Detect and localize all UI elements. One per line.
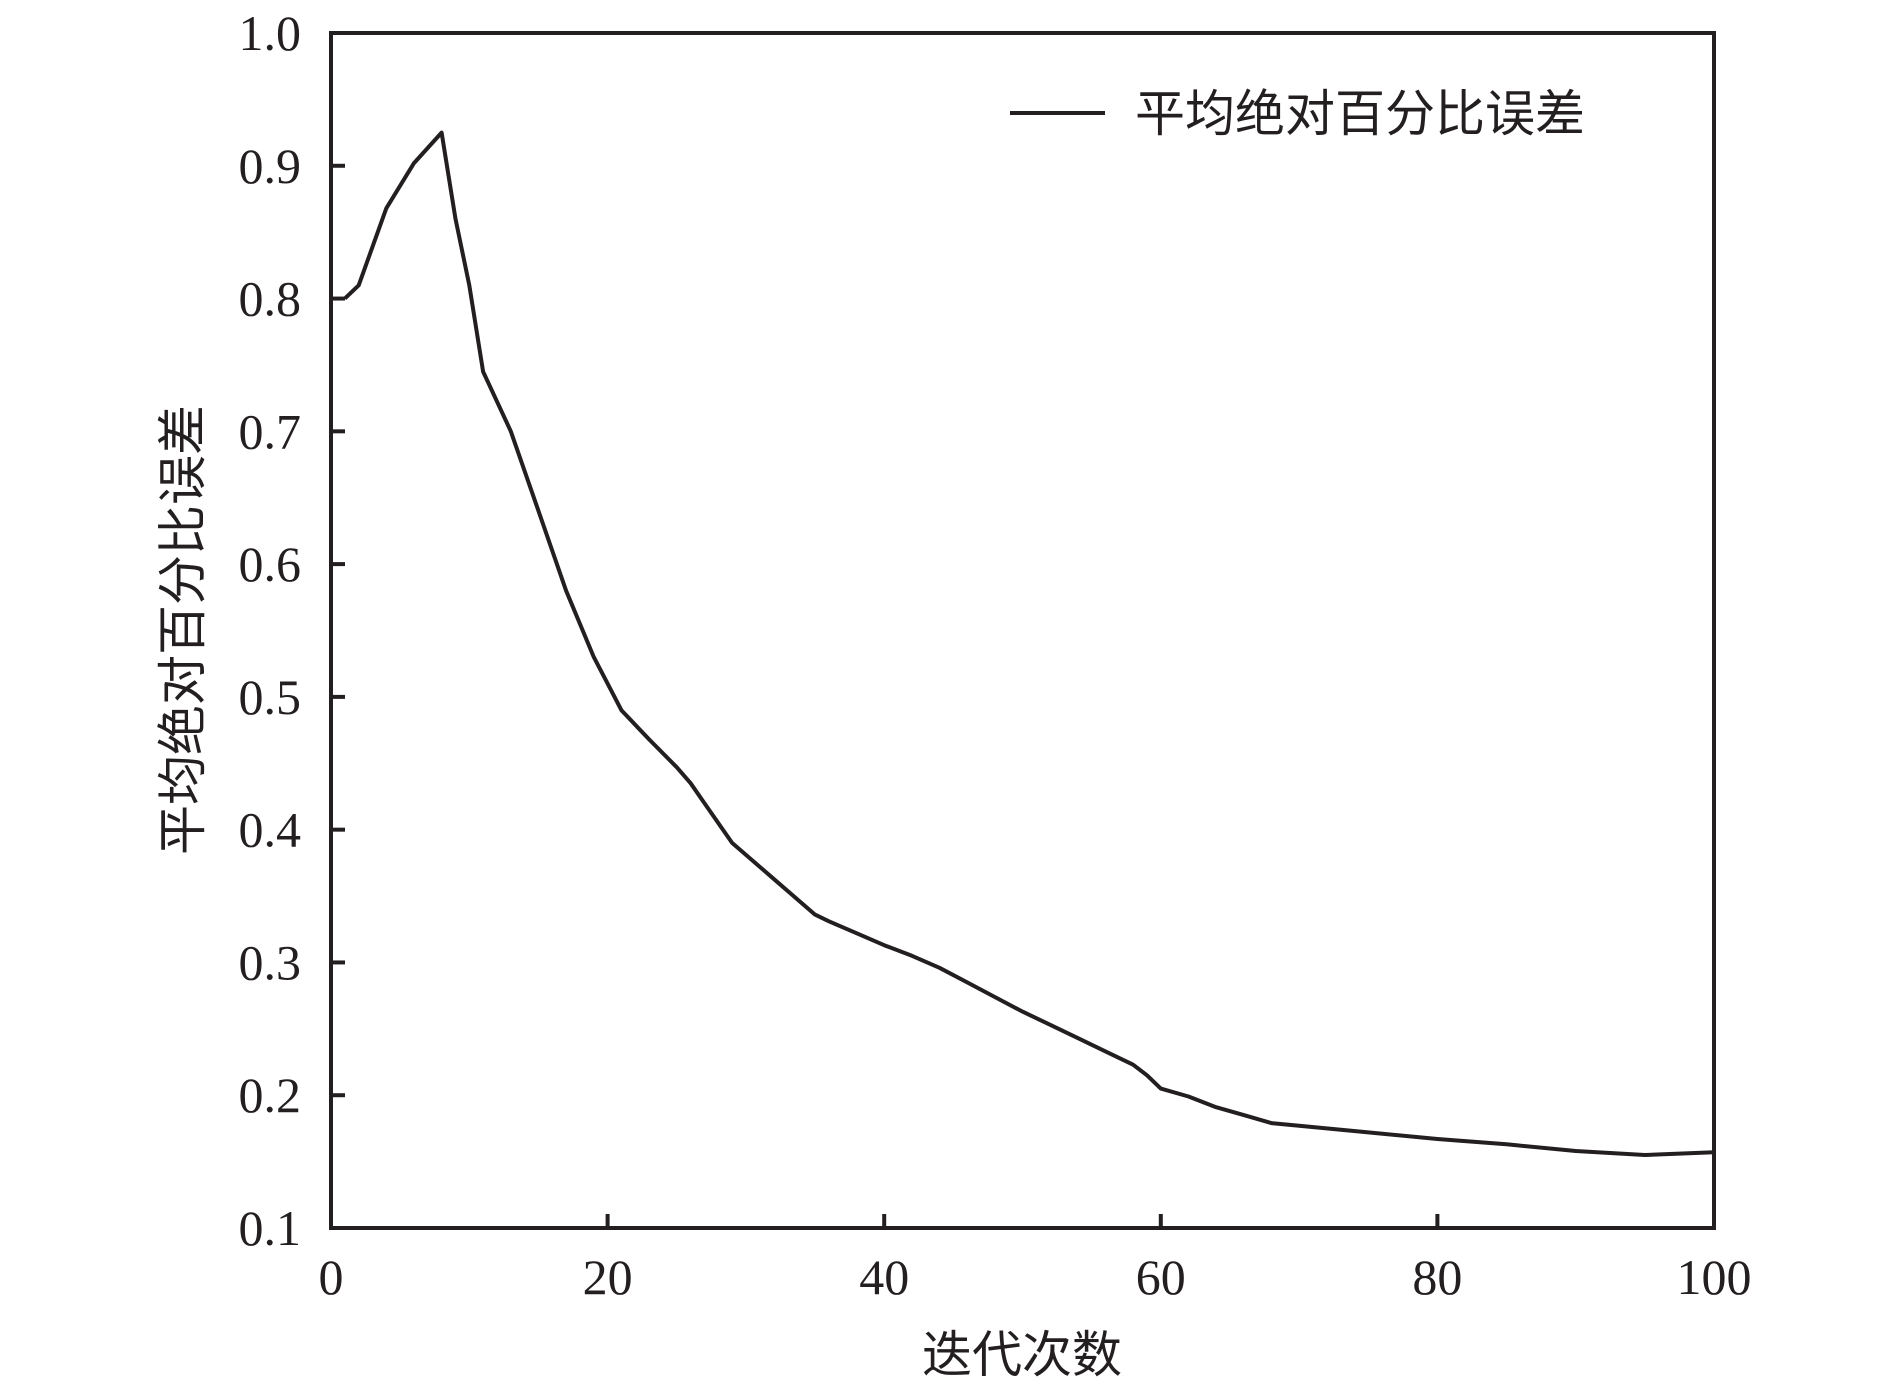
y-tick-label: 0.5 [239,669,302,725]
y-tick-label: 0.6 [239,536,302,592]
y-tick-label: 0.8 [239,271,302,327]
x-axis: 0 20 40 60 80 100 [319,1214,1752,1305]
y-tick-label: 0.1 [239,1200,302,1256]
y-tick-label: 0.9 [239,138,302,194]
series-line-mape [343,130,1715,1157]
y-axis-label: 平均绝对百分比误差 [154,405,212,855]
x-tick-label: 0 [319,1249,344,1305]
legend-label: 平均绝对百分比误差 [1135,85,1585,143]
y-tick-label: 1.0 [239,5,302,61]
y-tick-label: 0.7 [239,403,302,459]
x-tick-label: 20 [583,1249,633,1305]
legend: 平均绝对百分比误差 [1010,85,1585,143]
x-tick-label: 100 [1677,1249,1752,1305]
x-tick-label: 60 [1136,1249,1186,1305]
y-tick-label: 0.4 [239,802,302,858]
x-axis-label: 迭代次数 [922,1326,1122,1384]
x-tick-label: 80 [1412,1249,1462,1305]
y-tick-label: 0.2 [239,1067,302,1123]
x-tick-label: 40 [859,1249,909,1305]
y-axis: 0.1 0.2 0.3 0.4 0.5 0.6 0.7 0.8 0.9 1.0 [239,5,345,1256]
plot-area [329,31,1716,1230]
plot-frame [329,31,1716,1230]
y-tick-label: 0.3 [239,934,302,990]
